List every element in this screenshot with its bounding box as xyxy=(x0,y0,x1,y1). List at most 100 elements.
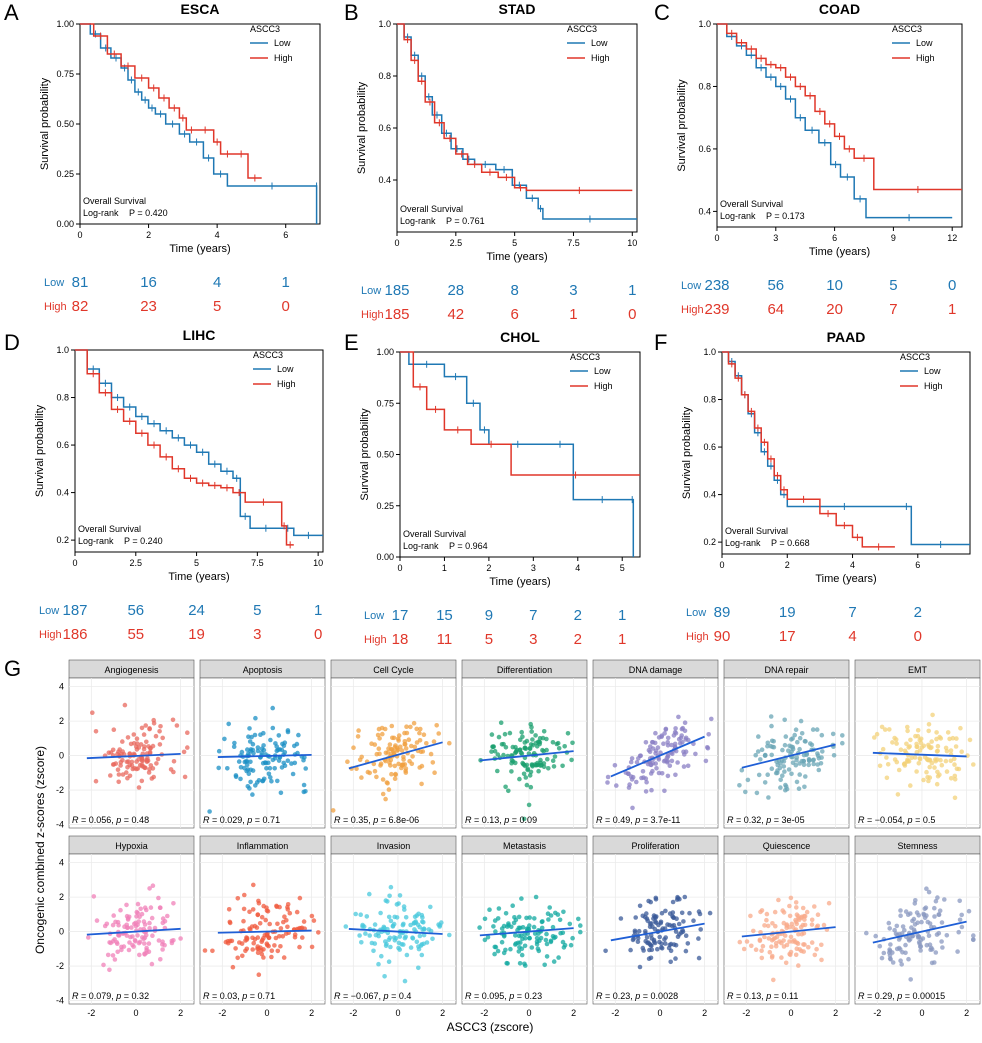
scatter-point xyxy=(290,771,296,777)
facet-stat-part: = 0.35, xyxy=(341,815,374,825)
scatter-point xyxy=(634,779,639,785)
scatter-point xyxy=(388,918,394,924)
scatter-point xyxy=(906,956,911,962)
facet-stat-part: = 0.00015 xyxy=(902,991,945,1001)
scatter-point xyxy=(519,729,524,735)
facet-stat-part: = −0.054, xyxy=(865,815,908,825)
scatter-point xyxy=(945,730,951,735)
scatter-point xyxy=(301,919,307,924)
scatter-point xyxy=(285,924,290,930)
facet-stat-part: p xyxy=(241,991,247,1001)
km-panel-coad: C COAD 0.4 0.6 0.8 1.0 0 3 6 9 12 Time (years) Survi… xyxy=(654,0,963,318)
scatter-point xyxy=(148,763,154,768)
scatter-point xyxy=(233,773,239,778)
scatter-point xyxy=(309,913,315,919)
scatter-point xyxy=(560,763,565,769)
scatter-point xyxy=(111,913,116,918)
scatter-point xyxy=(241,918,246,924)
scatter-point xyxy=(890,740,895,745)
scatter-point xyxy=(233,946,238,951)
scatter-point xyxy=(739,767,745,773)
km-y-tick-label: 0.8 xyxy=(56,393,69,403)
scatter-point xyxy=(753,947,759,952)
km-x-tick-label: 2.5 xyxy=(450,238,463,248)
scatter-point xyxy=(517,925,523,931)
risk-row-label-high: High xyxy=(681,304,704,316)
scatter-point xyxy=(681,764,687,769)
facet-stat: R = 0.29, p = 0.00015 xyxy=(858,991,945,1001)
scatter-point xyxy=(603,948,608,954)
scatter-point xyxy=(770,921,775,926)
scatter-point xyxy=(947,736,952,742)
scatter-point xyxy=(648,955,654,961)
risk-count-low: 7 xyxy=(848,604,856,621)
scatter-point xyxy=(359,754,365,760)
scatter-point xyxy=(94,918,100,923)
scatter-point xyxy=(248,779,253,785)
scatter-point xyxy=(141,732,147,737)
risk-count-low: 1 xyxy=(618,607,626,624)
scatter-point xyxy=(256,972,262,977)
scatter-point xyxy=(380,777,386,782)
scatter-point xyxy=(794,921,799,927)
scatter-point xyxy=(753,752,758,758)
scatter-point xyxy=(285,902,291,907)
scatter-point xyxy=(675,894,680,900)
scatter-point xyxy=(902,761,907,766)
panel-letter-chol: E xyxy=(344,330,359,355)
scatter-point xyxy=(543,937,549,943)
scatter-point xyxy=(309,944,315,950)
km-y-label: Survival probability xyxy=(359,408,371,501)
facet-emt: EMT R = −0.054, p = 0.5 xyxy=(854,659,981,829)
scatter-point xyxy=(157,905,163,910)
km-y-tick-label: 0.50 xyxy=(376,450,394,460)
km-panel-paad: F PAAD 0.2 0.4 0.6 0.8 1.0 0 2 4 6 Time (years) Surv… xyxy=(654,329,971,645)
scatter-point xyxy=(773,943,779,949)
km-y-tick-label: 0.50 xyxy=(56,119,74,129)
scatter-point xyxy=(816,767,822,773)
scatter-point xyxy=(561,945,567,950)
scatter-point xyxy=(900,924,906,929)
scatter-point xyxy=(171,901,176,906)
scatter-point xyxy=(790,939,795,944)
facet-stat-part: = 0.079, xyxy=(79,991,117,1001)
scatter-point xyxy=(260,937,265,943)
scatter-point xyxy=(532,916,537,921)
scatter-point xyxy=(804,752,809,758)
scatter-point xyxy=(263,760,269,766)
scatter-point xyxy=(812,904,817,909)
facet-title: Differentiation xyxy=(497,665,552,675)
facet-stat-part: = 0.71 xyxy=(252,815,280,825)
scatter-point xyxy=(492,951,497,957)
scatter-point xyxy=(821,922,827,928)
scatter-point xyxy=(888,942,893,947)
scatter-point xyxy=(758,757,763,762)
scatter-point xyxy=(255,745,261,750)
scatter-point xyxy=(921,911,926,917)
risk-count-low: 4 xyxy=(213,274,221,291)
scatter-point xyxy=(495,752,501,757)
scatter-point xyxy=(229,938,235,944)
scatter-point xyxy=(397,947,403,952)
scatter-point xyxy=(513,933,518,938)
scatter-point xyxy=(879,955,885,961)
scatter-point xyxy=(649,739,655,745)
scatter-point xyxy=(254,925,260,930)
scatter-point xyxy=(929,947,935,952)
scatter-point xyxy=(521,816,527,822)
scatter-point xyxy=(769,944,774,949)
scatter-point xyxy=(250,947,255,952)
risk-count-high: 186 xyxy=(62,626,87,643)
scatter-point xyxy=(672,741,678,747)
scatter-point xyxy=(506,788,511,794)
scatter-point xyxy=(253,783,258,788)
scatter-point xyxy=(759,955,765,961)
scatter-point xyxy=(397,893,403,898)
facet-x-tick-label: -2 xyxy=(218,1008,226,1018)
scatter-point xyxy=(913,733,918,739)
scatter-point xyxy=(270,705,276,711)
scatter-point xyxy=(899,931,905,936)
scatter-point xyxy=(522,943,528,949)
scatter-point xyxy=(749,943,754,949)
scatter-point xyxy=(420,915,425,920)
